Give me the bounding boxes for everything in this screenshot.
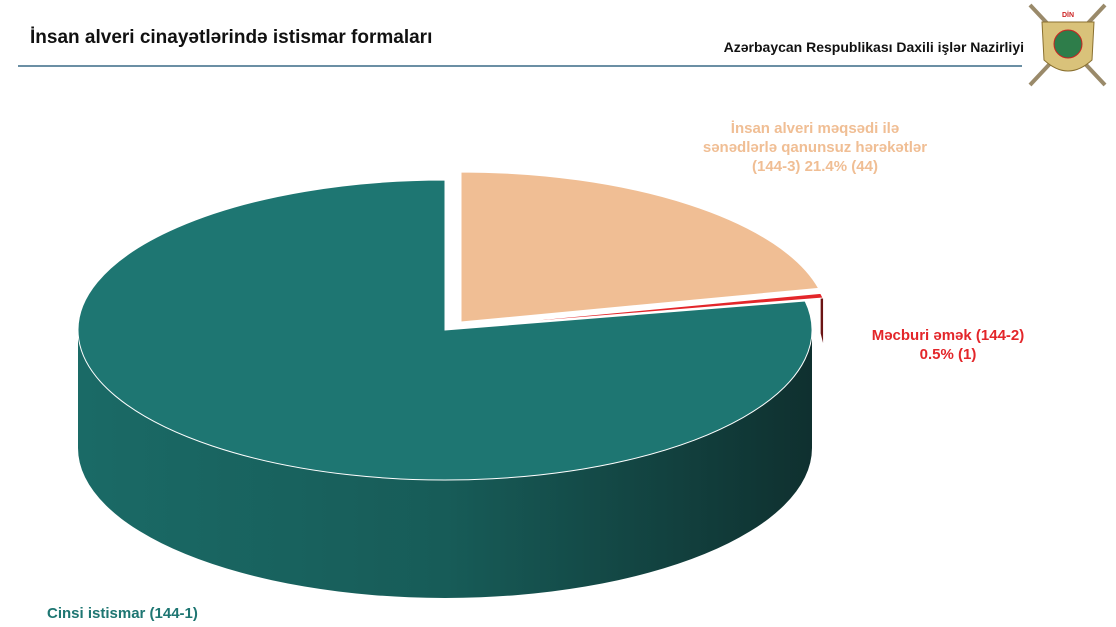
value-label: 21.4% (44) [804,158,878,175]
category-label: Məcburi əmək (144-2) [871,327,1025,344]
pie-slice [460,171,820,323]
pie-side [78,330,812,598]
slice-label: İnsan alveri məqsədi ilə sənədlərlə qanu… [700,119,930,176]
slice-label: Cinsi istismar (144-1) [47,604,347,623]
emblem-text: DİN [1062,11,1074,19]
pie-slice [77,179,813,481]
organization: Azərbaycan Respublikası Daxili işlər Naz… [723,39,1024,55]
pie-slice [462,292,824,328]
slice-side [820,293,824,343]
slide-title: İnsan alveri cinayətlərində istismar for… [30,27,433,48]
slice-label: Məcburi əmək (144-2) 0.5% (1) [838,326,1058,364]
value-label: 0.5% (1) [919,346,977,363]
category-label: Cinsi istismar (144-1) [47,605,198,622]
category-label: İnsan alveri məqsədi ilə sənədlərlə qanu… [702,120,928,175]
emblem: DİN [1028,3,1107,87]
